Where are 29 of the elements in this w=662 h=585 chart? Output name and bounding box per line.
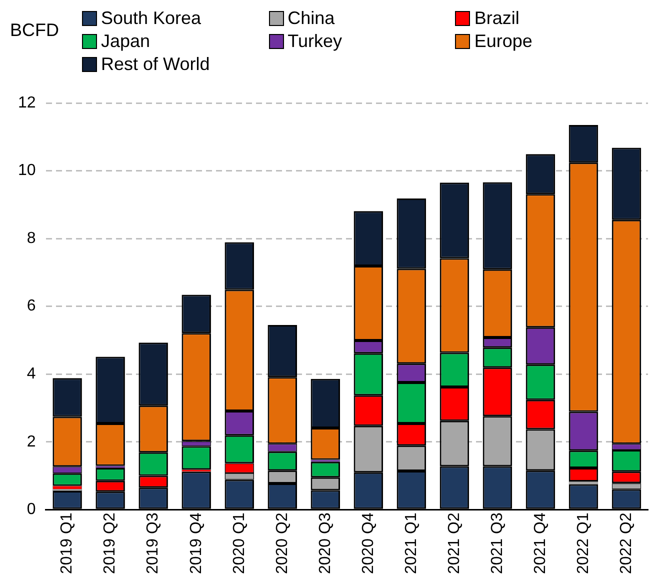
legend-label: Japan (101, 31, 150, 52)
legend-label: South Korea (101, 8, 202, 29)
legend-label: Brazil (474, 8, 520, 29)
x-tick-label: 2019 Q4 (188, 512, 205, 574)
y-tick-label: 12 (18, 94, 36, 112)
x-tick-label: 2022 Q1 (574, 512, 592, 574)
x-tick-label: 2020 Q3 (316, 512, 334, 574)
legend-label: Europe (474, 31, 532, 52)
y-tick-label: 2 (26, 433, 36, 450)
y-tick-label: 8 (26, 230, 36, 247)
x-tick-label: 2020 Q1 (230, 512, 248, 574)
y-tick-label: 0 (26, 501, 36, 518)
legend-label: Rest of World (101, 54, 210, 75)
x-tick-label: 2019 Q3 (144, 512, 162, 574)
y-axis-title: BCFD (10, 20, 59, 41)
x-tick-label: 2021 Q4 (532, 512, 549, 574)
y-tick-label: 4 (26, 365, 36, 382)
x-tick-label: 2021 Q3 (488, 512, 506, 574)
x-tick-label: 2021 Q1 (402, 512, 420, 574)
x-tick-label: 2019 Q1 (58, 512, 76, 574)
legend-label: China (288, 8, 335, 29)
y-tick-label: 6 (26, 298, 36, 315)
legend-label: Turkey (288, 31, 342, 52)
x-tick-label: 2022 Q2 (618, 512, 635, 574)
x-tick-label: 2021 Q2 (446, 512, 463, 574)
x-tick-label: 2019 Q2 (102, 512, 119, 574)
x-tick-label: 2020 Q4 (360, 512, 377, 574)
y-tick-label: 10 (18, 162, 36, 180)
x-tick-label: 2020 Q2 (274, 512, 291, 574)
